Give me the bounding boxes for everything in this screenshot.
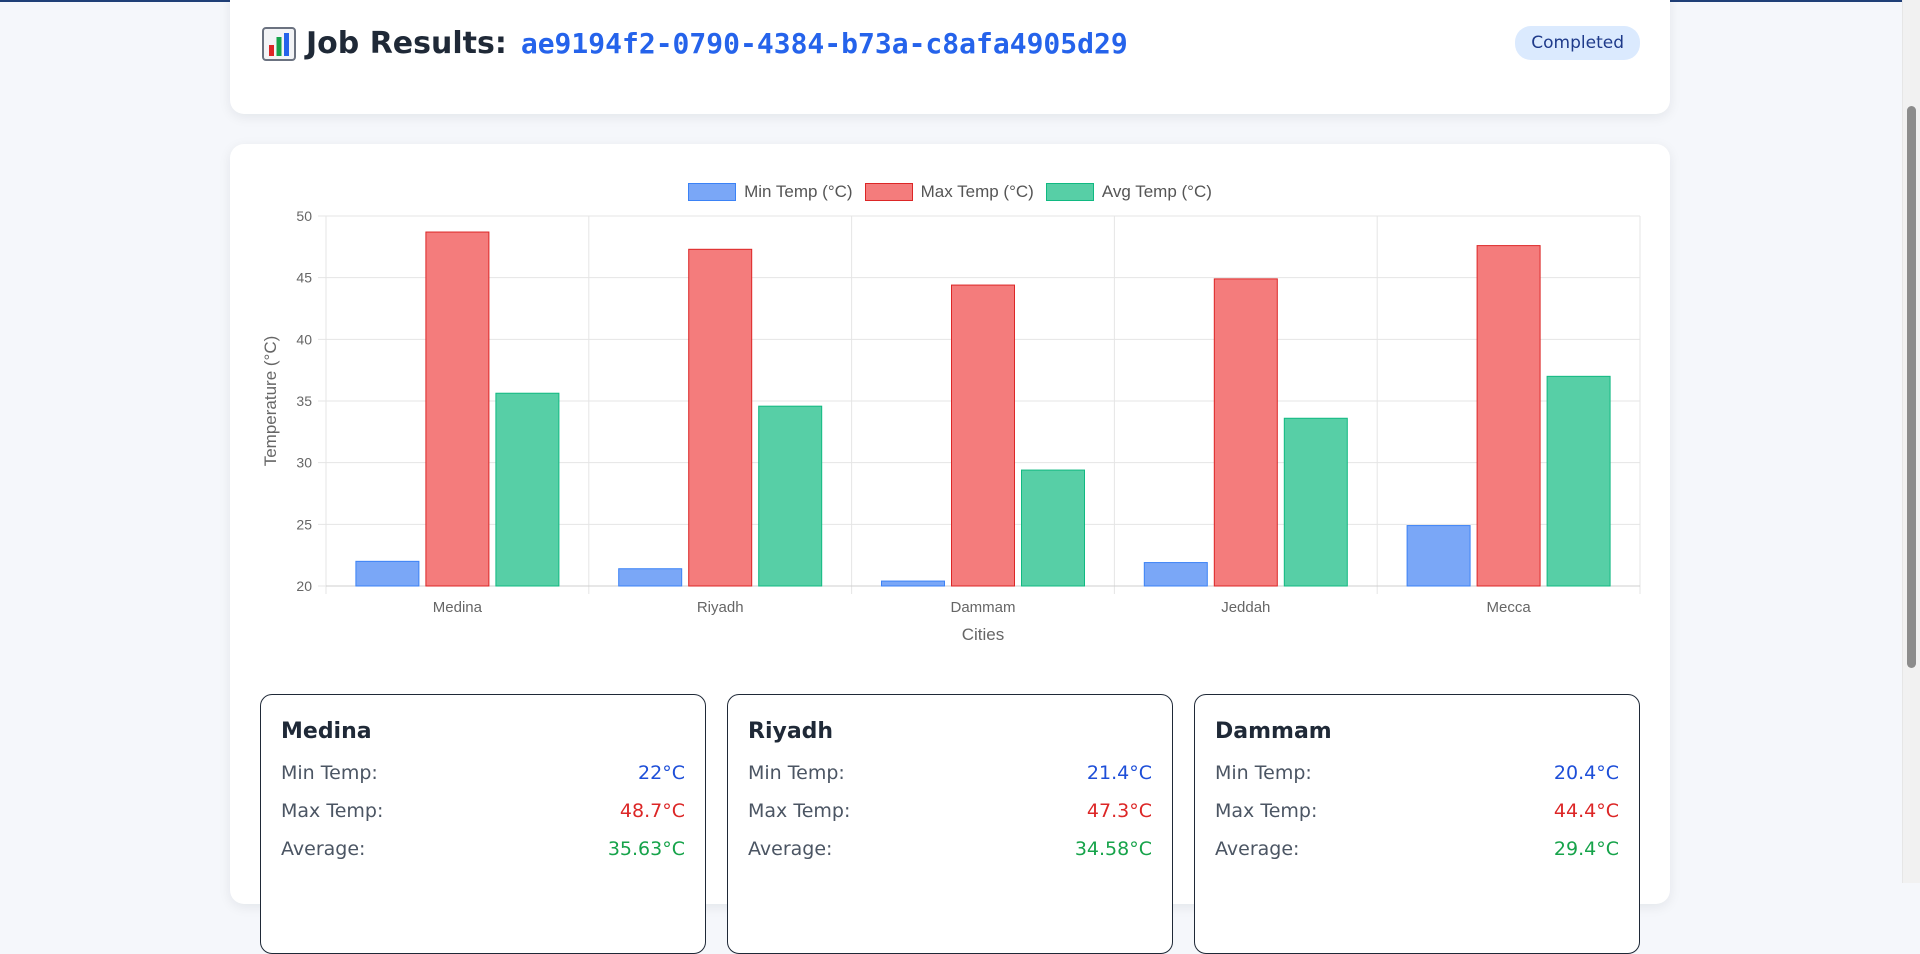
min-temp-label: Min Temp: [281, 762, 378, 784]
min-temp-label: Min Temp: [748, 762, 845, 784]
bar-avg [1546, 375, 1611, 587]
max-temp-value: 44.4°C [1553, 800, 1619, 822]
min-temp-value: 21.4°C [1086, 762, 1152, 784]
x-axis-title: Cities [962, 625, 1005, 644]
bar-min [1143, 562, 1208, 587]
bar-avg [495, 392, 560, 587]
legend-label-min: Min Temp (°C) [744, 182, 853, 201]
y-tick-label: 40 [296, 331, 312, 347]
bar-min [1406, 525, 1471, 587]
bar-avg [1283, 417, 1348, 587]
y-tick-label: 35 [296, 393, 312, 409]
min-temp-value: 22°C [638, 762, 685, 784]
max-temp-label: Max Temp: [281, 800, 384, 822]
legend-swatch-max [864, 183, 913, 201]
max-temp-value: 48.7°C [619, 800, 685, 822]
max-temp-value: 47.3°C [1086, 800, 1152, 822]
x-tick-label: Jeddah [1221, 599, 1270, 616]
avg-temp-value: 34.58°C [1074, 838, 1152, 860]
x-tick-label: Riyadh [697, 599, 744, 616]
city-stat-card-dammam: Dammam Min Temp: 20.4°C Max Temp: 44.4°C… [1194, 694, 1640, 954]
y-tick-label: 20 [296, 578, 312, 594]
legend-item-max[interactable]: Max Temp (°C) [864, 182, 1034, 202]
bar-max [951, 284, 1015, 587]
bar-max [1213, 278, 1278, 587]
bar-avg [1021, 469, 1085, 587]
x-tick-label: Mecca [1487, 599, 1532, 616]
city-stats-row: Medina Min Temp: 22°C Max Temp: 48.7°C A… [260, 694, 1640, 954]
min-temp-value: 20.4°C [1553, 762, 1619, 784]
bar-max [425, 231, 490, 587]
avg-temp-label: Average: [748, 838, 833, 860]
job-header-card: Job Results: ae9194f2-0790-4384-b73a-c8a… [230, 0, 1670, 114]
bar-avg [758, 405, 823, 587]
x-tick-label: Dammam [950, 599, 1015, 616]
max-temp-row: Max Temp: 48.7°C [281, 800, 685, 822]
avg-temp-label: Average: [1215, 838, 1300, 860]
y-axis-title: Temperature (°C) [261, 336, 280, 467]
min-temp-row: Min Temp: 22°C [281, 762, 685, 784]
legend-label-avg: Avg Temp (°C) [1101, 182, 1212, 201]
bar-min [618, 568, 683, 587]
y-tick-label: 30 [296, 455, 312, 471]
avg-temp-row: Average: 35.63°C [281, 838, 685, 860]
status-badge: Completed [1515, 26, 1640, 60]
legend-label-max: Max Temp (°C) [920, 182, 1034, 201]
legend-item-min[interactable]: Min Temp (°C) [688, 182, 853, 202]
city-stat-card-medina: Medina Min Temp: 22°C Max Temp: 48.7°C A… [260, 694, 706, 954]
legend-swatch-min [688, 183, 737, 201]
city-name: Dammam [1215, 719, 1332, 744]
job-id: ae9194f2-0790-4384-b73a-c8afa4905d29 [520, 27, 1128, 60]
bar-max [688, 248, 753, 587]
avg-temp-value: 29.4°C [1553, 838, 1619, 860]
city-name: Riyadh [748, 719, 834, 744]
legend-swatch-avg [1045, 183, 1094, 201]
title-row: Job Results: ae9194f2-0790-4384-b73a-c8a… [262, 26, 1128, 61]
max-temp-label: Max Temp: [1215, 800, 1318, 822]
avg-temp-row: Average: 29.4°C [1215, 838, 1619, 860]
page-scrollbar[interactable] [1902, 0, 1920, 883]
avg-temp-row: Average: 34.58°C [748, 838, 1152, 860]
min-temp-row: Min Temp: 21.4°C [748, 762, 1152, 784]
city-stat-card-riyadh: Riyadh Min Temp: 21.4°C Max Temp: 47.3°C… [727, 694, 1173, 954]
min-temp-row: Min Temp: 20.4°C [1215, 762, 1619, 784]
bar-min [881, 580, 945, 587]
y-tick-label: 25 [296, 516, 312, 532]
max-temp-row: Max Temp: 47.3°C [748, 800, 1152, 822]
legend-item-avg[interactable]: Avg Temp (°C) [1045, 182, 1212, 202]
city-name: Medina [281, 719, 372, 744]
y-tick-label: 45 [296, 270, 312, 286]
avg-temp-label: Average: [281, 838, 366, 860]
bar-max [1476, 245, 1541, 587]
x-tick-label: Medina [433, 599, 483, 616]
temperature-bar-chart: 20 25 30 35 40 45 50 Medina Riyadh Dammam Jeddah Me… [261, 208, 1641, 644]
page-title: Job Results: [306, 26, 507, 61]
min-temp-label: Min Temp: [1215, 762, 1312, 784]
y-tick-label: 50 [296, 208, 312, 224]
scrollbar-thumb[interactable] [1907, 106, 1916, 668]
bar-chart-icon [262, 26, 296, 61]
max-temp-label: Max Temp: [748, 800, 851, 822]
chart-legend: Min Temp (°C) Max Temp (°C) Avg Temp (°C… [230, 182, 1670, 202]
bar-min [355, 560, 420, 587]
max-temp-row: Max Temp: 44.4°C [1215, 800, 1619, 822]
chart-card: Min Temp (°C) Max Temp (°C) Avg Temp (°C… [230, 144, 1670, 954]
avg-temp-value: 35.63°C [607, 838, 685, 860]
